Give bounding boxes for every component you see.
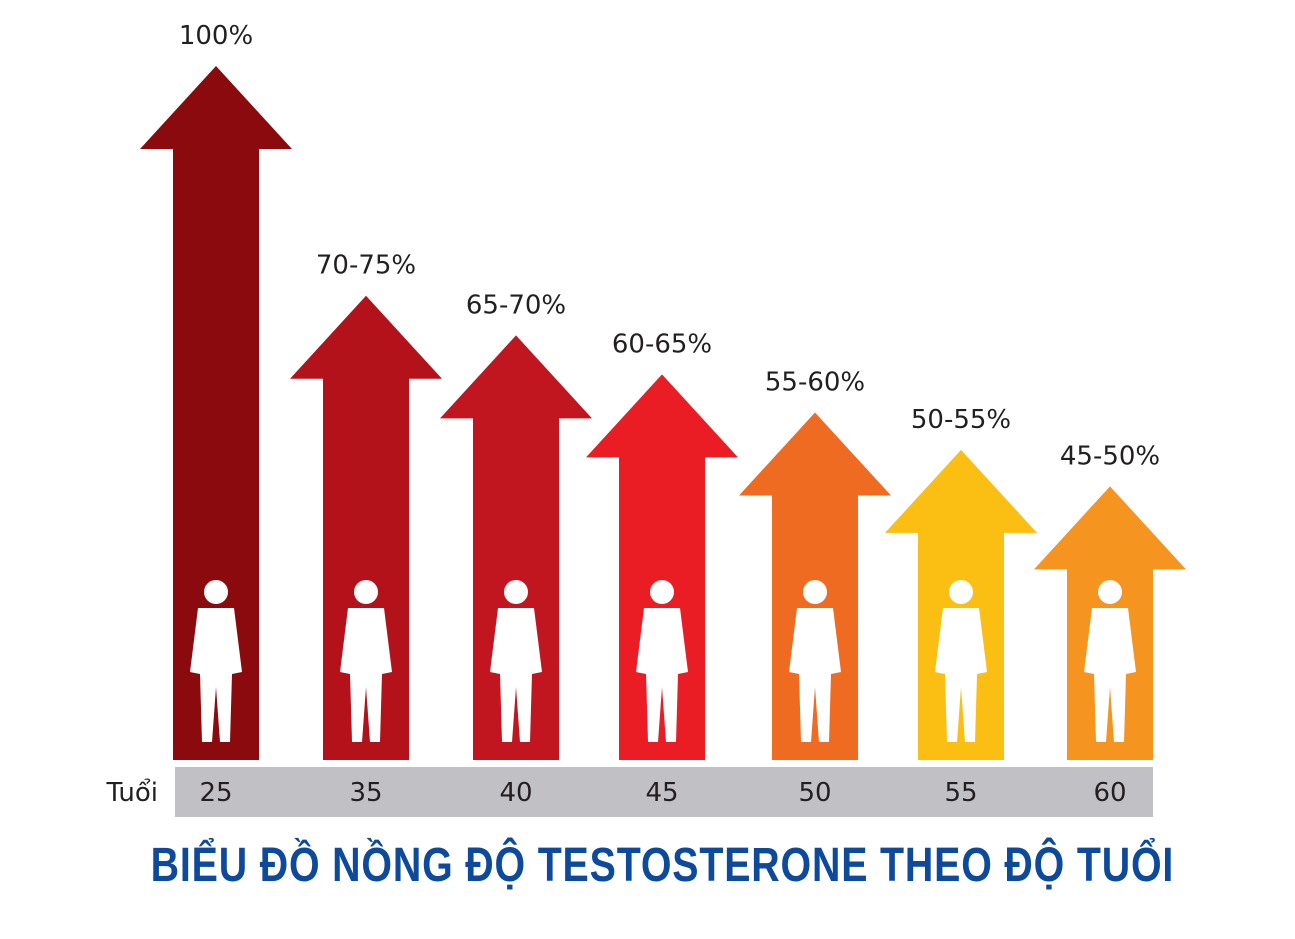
age-tick-label: 40 xyxy=(499,778,532,808)
arrow-shape xyxy=(290,295,442,760)
arrow-bar-60: 45-50% xyxy=(1034,441,1186,760)
age-tick-label: 50 xyxy=(798,778,831,808)
age-tick-label: 55 xyxy=(944,778,977,808)
x-axis-label: Tuổi xyxy=(105,777,158,808)
arrow-bar-35: 70-75% xyxy=(290,251,442,760)
arrow-shape xyxy=(586,374,738,760)
arrow-bar-25: 100% xyxy=(140,21,292,760)
age-tick-label: 25 xyxy=(199,778,232,808)
age-axis-bar xyxy=(175,767,1153,817)
age-tick-label: 35 xyxy=(349,778,382,808)
person-silhouette-icon xyxy=(490,580,542,742)
arrow-bar-45: 60-65% xyxy=(586,329,738,760)
arrow-shape xyxy=(140,66,292,760)
value-label: 70-75% xyxy=(316,251,416,281)
arrow-shape xyxy=(885,449,1037,760)
age-tick-label: 60 xyxy=(1093,778,1126,808)
person-silhouette-icon xyxy=(1084,580,1136,742)
value-label: 45-50% xyxy=(1060,441,1160,471)
arrow-bar-40: 65-70% xyxy=(440,290,592,760)
chart-title: BIỂU ĐỒ NỒNG ĐỘ TESTOSTERONE THEO ĐỘ TUỔ… xyxy=(150,839,1175,892)
value-label: 55-60% xyxy=(765,368,865,398)
person-silhouette-icon xyxy=(636,580,688,742)
value-label: 50-55% xyxy=(911,405,1011,435)
value-label: 65-70% xyxy=(466,290,566,320)
arrow-shape xyxy=(440,335,592,760)
person-silhouette-icon xyxy=(190,580,242,742)
person-silhouette-icon xyxy=(340,580,392,742)
person-silhouette-icon xyxy=(935,580,987,742)
person-silhouette-icon xyxy=(789,580,841,742)
arrow-bar-55: 50-55% xyxy=(885,405,1037,760)
age-tick-label: 45 xyxy=(645,778,678,808)
value-label: 100% xyxy=(179,21,253,51)
value-label: 60-65% xyxy=(612,329,712,359)
arrow-bar-50: 55-60% xyxy=(739,368,891,760)
